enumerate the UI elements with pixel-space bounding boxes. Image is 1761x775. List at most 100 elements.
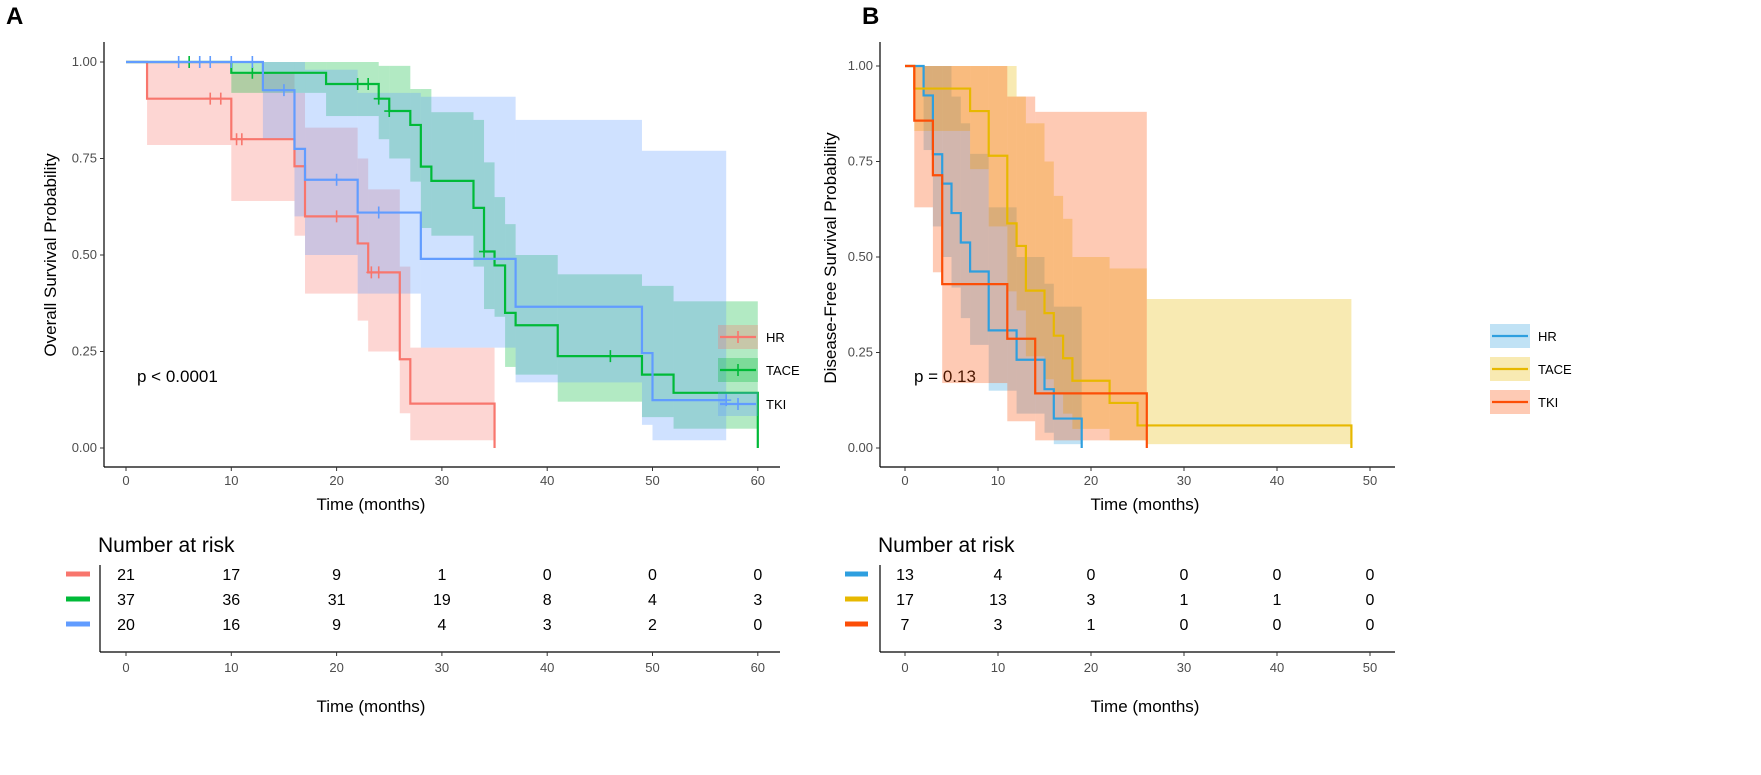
ci-band-segment [960,123,971,319]
censor-mark-tace [352,78,363,91]
ci-band-segment [410,89,421,182]
censor-mark-tace [605,350,616,363]
x-tick-label: 20 [329,473,343,488]
risk-x-axis-title-a: Time (months) [317,697,426,716]
ci-band-segment [641,285,674,418]
x-tick-label: 60 [751,473,765,488]
risk-count: 13 [896,567,914,584]
ci-band-segment [942,66,952,257]
y-tick-label: 0.50 [848,249,873,264]
risk-x-tick-label: 40 [540,660,554,675]
ci-band-segment [1053,306,1082,445]
ci-band-segment [262,62,295,140]
x-tick-label: 50 [1363,473,1377,488]
censor-mark-tki [226,56,237,68]
risk-x-tick-label: 10 [224,660,238,675]
y-tick-label: 0.50 [72,247,97,262]
legend-label: HR [1538,329,1557,344]
risk-x-tick-label: 30 [435,660,449,675]
x-axis-title-b: Time (months) [1091,495,1200,514]
censor-mark-hr [205,92,216,105]
plot-panel-a [126,56,759,448]
ci-band-segment [1063,218,1073,414]
risk-x-tick-label: 30 [1177,660,1191,675]
y-tick-label: 0.25 [72,344,97,359]
risk-count: 1 [1273,592,1282,609]
risk-count: 0 [753,567,762,584]
risk-count: 1 [437,567,446,584]
risk-title-b: Number at risk [878,534,1015,557]
ci-band-segment [1007,96,1036,422]
risk-x-tick-label: 60 [751,660,765,675]
y-axis-title-b: Disease-Free Survival Probability [821,132,840,384]
y-axis-title-a: Overall Survival Probability [41,153,60,357]
ci-band-segment [932,66,943,227]
risk-count: 3 [543,617,552,634]
risk-count: 4 [437,617,446,634]
risk-count: 17 [896,592,914,609]
legend-item-tki: TKI [718,392,786,416]
ci-band-segment [1044,161,1054,380]
ci-band-segment [505,224,516,367]
ci-band-segment [294,62,306,217]
risk-count: 17 [222,567,240,584]
survival-curve-hr [126,60,496,448]
ci-band-segment [1025,123,1045,357]
p-value-b: p = 0.13 [914,367,976,386]
ci-band-segment [515,119,642,383]
ci-band-segment [1016,257,1045,414]
risk-count: 9 [332,567,341,584]
y-tick-label: 1.00 [72,54,97,69]
y-tick-label: 0.25 [848,345,873,360]
legend-label: TACE [1538,362,1572,377]
ci-band-segment [641,150,653,425]
censor-mark-hr [373,266,384,279]
risk-x-tick-label: 40 [1270,660,1284,675]
ci-band-segment [399,266,411,414]
risk-count: 0 [1273,617,1282,634]
risk-count: 2 [648,617,657,634]
ci-band-tace [914,66,1352,445]
ci-band-segment [557,274,642,402]
x-tick-label: 0 [901,473,908,488]
legend-item-tace: TACE [1490,357,1572,381]
ci-band-segment [988,207,1017,391]
censor-mark-tace [479,245,490,258]
risk-count: 37 [117,592,135,609]
ci-band-segment [231,62,327,93]
risk-x-tick-label: 20 [329,660,343,675]
y-tick-label: 0.75 [72,151,97,166]
ci-band-segment [1035,111,1147,441]
risk-count: 1 [1087,617,1096,634]
ci-band-segment [951,96,961,288]
x-tick-label: 40 [1270,473,1284,488]
censor-mark-tki [331,173,342,186]
ci-band-segment [652,150,727,441]
legend-label: TKI [1538,395,1558,410]
ci-band-segment [1053,195,1064,395]
ci-band-segment [494,197,506,317]
risk-count: 0 [1087,567,1096,584]
censor-mark-tace [247,66,258,79]
risk-count: 13 [989,592,1007,609]
risk-count: 21 [117,567,135,584]
risk-count: 9 [332,617,341,634]
legend-label: TACE [766,363,800,378]
ci-band-segment [914,66,933,208]
ci-band-segment [942,66,1008,384]
risk-x-tick-label: 20 [1084,660,1098,675]
x-tick-label: 30 [435,473,449,488]
risk-count: 8 [543,592,552,609]
panel-label-b: B [862,3,879,30]
legend-item-tki: TKI [1490,390,1558,414]
risk-count: 0 [543,567,552,584]
x-tick-label: 50 [645,473,659,488]
censor-mark-hr [236,133,247,146]
ci-band-segment [420,96,516,348]
legend-label: TKI [766,397,786,412]
ci-band-segment [294,92,306,236]
risk-count: 4 [648,592,657,609]
risk-count: 19 [433,592,451,609]
risk-title-a: Number at risk [98,534,235,557]
ci-band-segment [484,162,495,310]
